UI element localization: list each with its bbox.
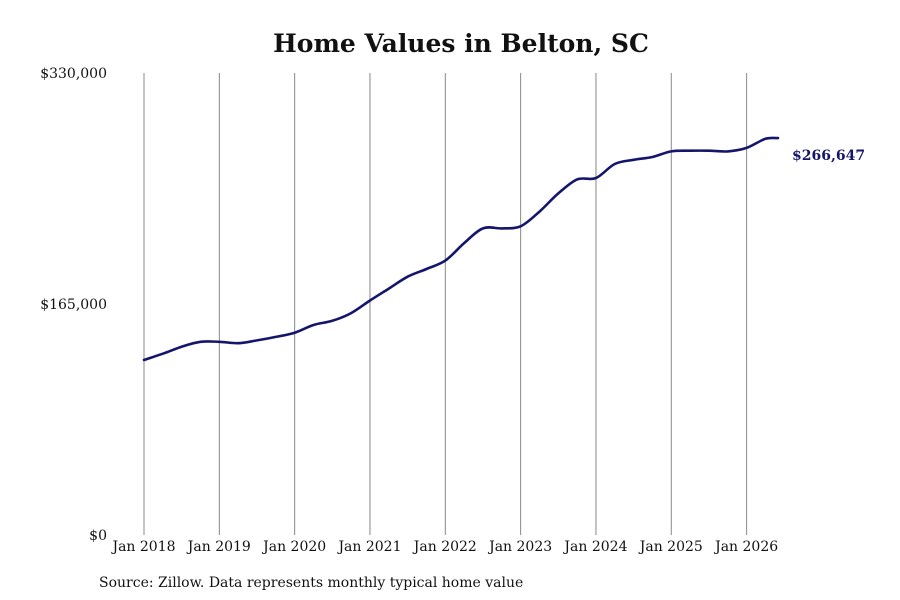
chart-title: Home Values in Belton, SC — [273, 29, 649, 58]
end-value-label: $266,647 — [792, 148, 865, 164]
series-line — [142, 136, 780, 362]
x-tick-label: Jan 2020 — [261, 539, 326, 555]
source-note: Source: Zillow. Data represents monthly … — [99, 575, 523, 591]
x-tick-label: Jan 2018 — [110, 539, 175, 555]
x-axis-ticks: Jan 2018 Jan 2019 Jan 2020 Jan 2021 Jan 2022… — [110, 539, 778, 555]
y-axis-ticks: $0 $165,000 $330,000 — [40, 66, 107, 544]
y-tick-label: $165,000 — [40, 297, 107, 313]
x-tick-label: Jan 2023 — [487, 539, 552, 555]
x-tick-label: Jan 2019 — [186, 539, 251, 555]
x-tick-label: Jan 2025 — [638, 539, 703, 555]
gridlines — [143, 73, 748, 535]
x-tick-label: Jan 2022 — [412, 539, 477, 555]
y-tick-label: $330,000 — [40, 66, 107, 82]
x-tick-label: Jan 2021 — [336, 539, 401, 555]
x-tick-label: Jan 2024 — [562, 539, 627, 555]
y-tick-label: $0 — [89, 528, 107, 544]
series-layer — [142, 136, 780, 362]
x-tick-label: Jan 2026 — [713, 539, 778, 555]
